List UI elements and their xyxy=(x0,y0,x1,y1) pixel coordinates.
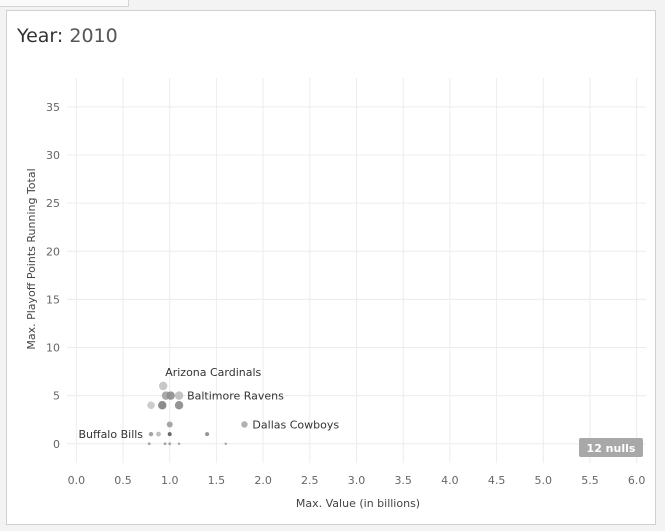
y-axis-title: Max. Playoff Points Running Total xyxy=(25,168,38,349)
data-point[interactable] xyxy=(174,391,184,400)
point-label: Baltimore Ravens xyxy=(187,390,284,403)
data-point[interactable] xyxy=(177,442,181,445)
x-tick-label: 1.0 xyxy=(161,474,179,487)
title-label: Year xyxy=(17,25,57,47)
y-tick-label: 20 xyxy=(46,245,60,258)
x-tick-label: 5.0 xyxy=(535,474,553,487)
x-axis-ticks: 0.0 0.5 1.0 1.5 2.0 2.5 3.0 3.5 4.0 4.5 5.0 5.5 6.0 xyxy=(68,474,646,487)
x-tick-label: 3.5 xyxy=(394,474,412,487)
data-point[interactable] xyxy=(156,431,161,437)
data-point[interactable] xyxy=(174,401,184,410)
x-tick-label: 0.0 xyxy=(68,474,86,487)
grid-layer xyxy=(67,78,646,463)
data-point[interactable] xyxy=(166,391,175,400)
y-tick-label: 0 xyxy=(53,438,60,451)
x-tick-label: 3.0 xyxy=(348,474,366,487)
point-label: Arizona Cardinals xyxy=(165,366,261,379)
data-point[interactable] xyxy=(166,421,173,428)
sheet-tab[interactable] xyxy=(0,0,129,7)
nulls-badge-text: 12 nulls xyxy=(587,442,636,455)
x-tick-label: 5.5 xyxy=(581,474,599,487)
tab-strip xyxy=(0,0,665,8)
title-separator: : xyxy=(56,25,70,47)
data-point[interactable] xyxy=(148,431,154,437)
nulls-badge[interactable]: 12 nulls xyxy=(579,438,643,457)
nulls-badge-background xyxy=(579,438,643,457)
data-point[interactable] xyxy=(158,401,167,410)
point-labels: Arizona Cardinals Baltimore Ravens Dallas … xyxy=(78,366,339,441)
title-value: 2010 xyxy=(69,25,118,47)
y-tick-label: 30 xyxy=(46,149,60,162)
data-point[interactable] xyxy=(147,401,155,410)
y-tick-label: 15 xyxy=(46,293,60,306)
y-tick-label: 10 xyxy=(46,342,60,355)
x-axis-title: Max. Value (in billions) xyxy=(296,497,420,510)
x-tick-label: 2.0 xyxy=(254,474,272,487)
x-tick-label: 4.0 xyxy=(441,474,459,487)
data-points xyxy=(147,381,248,446)
data-point[interactable] xyxy=(158,381,168,391)
chart-card: Year: 2010 xyxy=(6,10,656,525)
data-point[interactable] xyxy=(224,442,227,445)
y-tick-label: 5 xyxy=(53,390,60,403)
x-tick-label: 1.5 xyxy=(208,474,226,487)
y-axis-ticks: 0 5 10 15 20 25 30 35 xyxy=(46,101,60,451)
data-point[interactable] xyxy=(163,442,167,446)
x-tick-label: 6.0 xyxy=(628,474,646,487)
y-tick-label: 25 xyxy=(46,197,60,210)
data-point[interactable] xyxy=(168,442,172,446)
y-tick-label: 35 xyxy=(46,101,60,114)
x-tick-label: 2.5 xyxy=(301,474,319,487)
point-label: Dallas Cowboys xyxy=(252,419,339,432)
data-point[interactable] xyxy=(241,421,248,428)
data-point[interactable] xyxy=(167,432,172,437)
x-tick-label: 4.5 xyxy=(488,474,506,487)
point-label: Buffalo Bills xyxy=(78,428,143,441)
data-point[interactable] xyxy=(147,442,151,446)
page-title: Year: 2010 xyxy=(17,25,118,47)
x-tick-label: 0.5 xyxy=(114,474,132,487)
data-point[interactable] xyxy=(205,432,210,437)
